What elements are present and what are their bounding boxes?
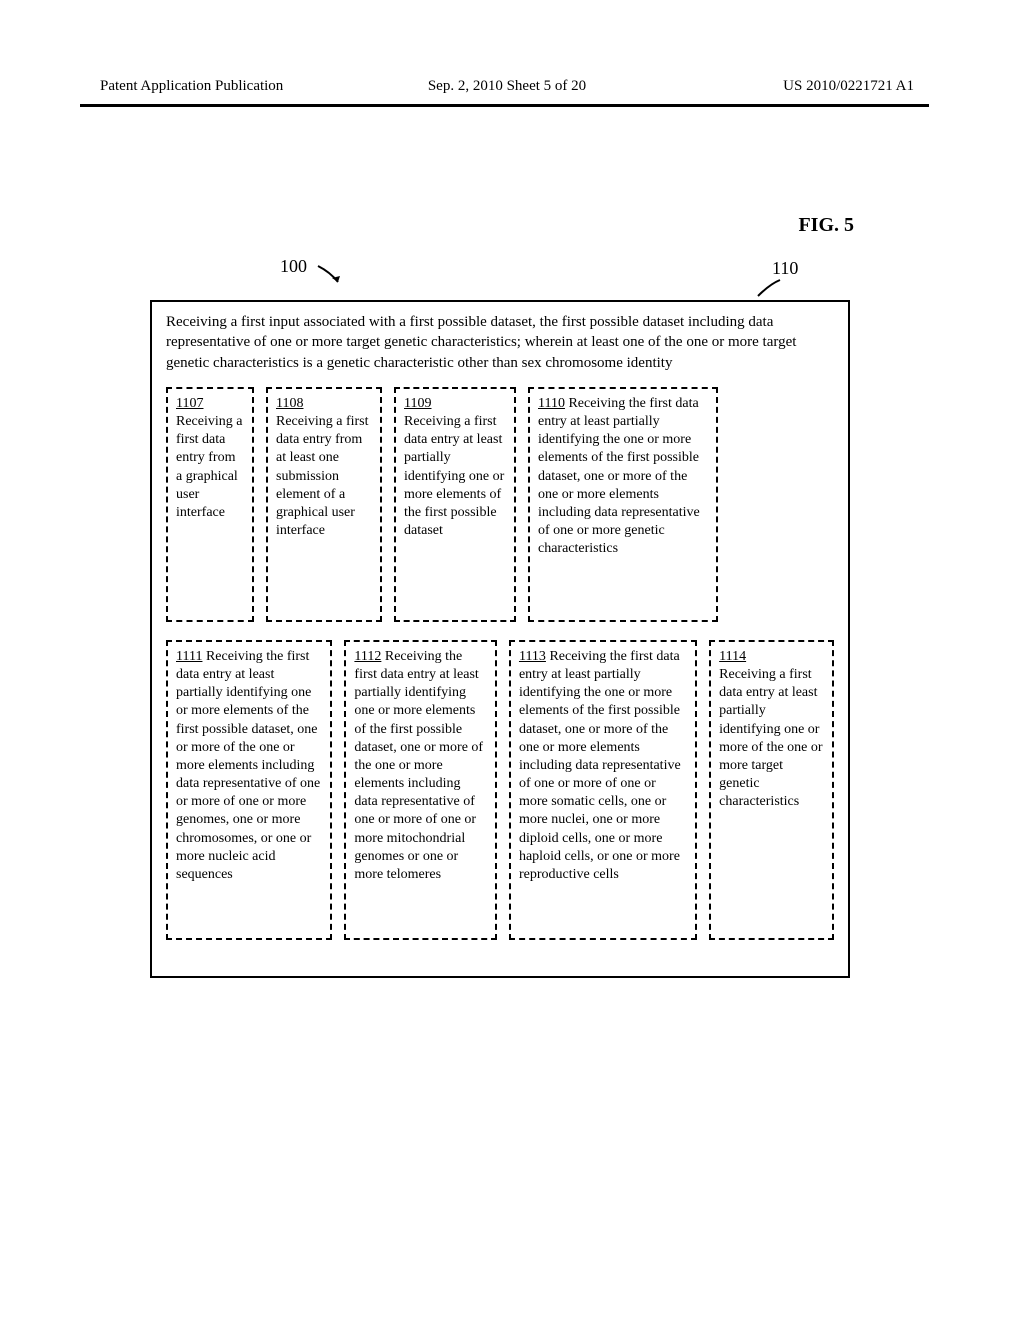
substep-number: 1110 [538,396,565,411]
substep-row-2: 1111 Receiving the first data entry at l… [166,640,834,940]
substep-number: 1109 [404,396,431,411]
substep-number: 1113 [519,649,546,664]
substep-text: Receiving the first data entry at least … [176,649,320,882]
substep-number: 1107 [176,396,203,411]
substep-1107: 1107 Receiving a first data entry from a… [166,387,254,622]
header-right: US 2010/0221721 A1 [783,78,914,95]
substep-row-1: 1107 Receiving a first data entry from a… [166,387,834,622]
substep-text: Receiving the first data entry at least … [538,396,700,557]
substep-text: Receiving a first data entry at least pa… [719,667,822,809]
substep-text: Receiving the first data entry at least … [519,649,681,882]
substep-number: 1114 [719,649,746,664]
reference-110: 110 [772,258,798,279]
doc-header: Patent Application Publication Sep. 2, 2… [100,78,914,95]
substep-1111: 1111 Receiving the first data entry at l… [166,640,332,940]
substep-text: Receiving the first data entry at least … [354,649,483,882]
header-divider [80,104,929,107]
substep-text: Receiving a first data entry from a grap… [176,414,242,520]
header-left: Patent Application Publication [100,78,283,95]
substep-number: 1112 [354,649,381,664]
outer-step-box: Receiving a first input associated with … [150,300,850,978]
figure-label: FIG. 5 [798,214,854,237]
arrow-icon [316,262,350,290]
substep-text: Receiving a first data entry at least pa… [404,414,504,538]
reference-100: 100 [280,256,307,277]
substep-1113: 1113 Receiving the first data entry at l… [509,640,697,940]
substep-text: Receiving a first data entry from at lea… [276,414,369,538]
substep-1109: 1109 Receiving a first data entry at lea… [394,387,516,622]
substep-number: 1111 [176,649,202,664]
substep-number: 1108 [276,396,303,411]
page: Patent Application Publication Sep. 2, 2… [0,0,1024,1320]
main-step-text: Receiving a first input associated with … [166,312,834,373]
substep-1114: 1114 Receiving a first data entry at lea… [709,640,834,940]
substep-1112: 1112 Receiving the first data entry at l… [344,640,497,940]
substep-1110: 1110 Receiving the first data entry at l… [528,387,718,622]
substep-1108: 1108 Receiving a first data entry from a… [266,387,382,622]
header-mid: Sep. 2, 2010 Sheet 5 of 20 [428,78,586,95]
